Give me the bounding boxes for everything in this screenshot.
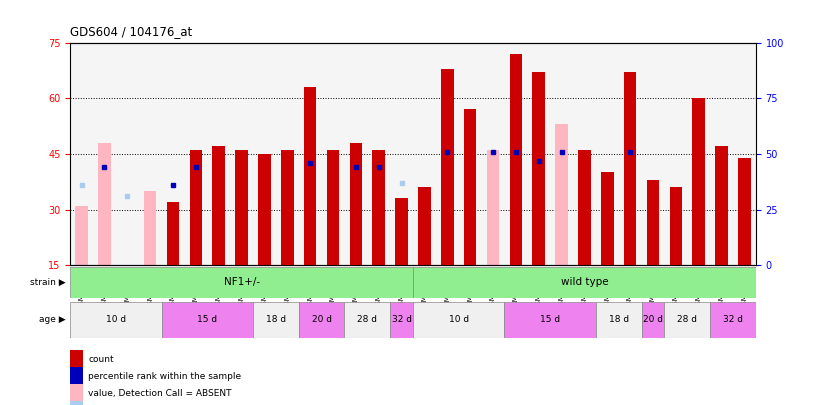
Text: 15 d: 15 d xyxy=(540,315,560,324)
Bar xyxy=(344,302,390,338)
Text: 32 d: 32 d xyxy=(392,315,411,324)
Bar xyxy=(413,267,756,298)
Bar xyxy=(441,68,453,265)
Text: GDS604 / 104176_at: GDS604 / 104176_at xyxy=(70,26,192,38)
Text: strain ▶: strain ▶ xyxy=(31,278,66,287)
Bar xyxy=(167,202,179,265)
Text: 32 d: 32 d xyxy=(723,315,743,324)
Text: NF1+/-: NF1+/- xyxy=(224,277,259,288)
Bar xyxy=(738,158,751,265)
Bar xyxy=(144,191,156,265)
Bar xyxy=(715,147,728,265)
Bar xyxy=(212,147,225,265)
Bar xyxy=(70,384,83,403)
Text: 20 d: 20 d xyxy=(311,315,331,324)
Bar xyxy=(413,302,505,338)
Text: 18 d: 18 d xyxy=(266,315,286,324)
Bar xyxy=(505,302,596,338)
Bar xyxy=(349,143,362,265)
Bar xyxy=(533,72,545,265)
Bar xyxy=(510,54,522,265)
Bar xyxy=(596,302,642,338)
Bar xyxy=(70,401,83,405)
Bar xyxy=(162,302,253,338)
Bar xyxy=(281,150,293,265)
Bar xyxy=(396,198,408,265)
Bar xyxy=(75,206,88,265)
Text: count: count xyxy=(88,355,114,364)
Bar xyxy=(373,150,385,265)
Bar xyxy=(578,150,591,265)
Text: percentile rank within the sample: percentile rank within the sample xyxy=(88,372,241,381)
Text: 10 d: 10 d xyxy=(449,315,469,324)
Bar xyxy=(692,98,705,265)
Bar xyxy=(70,367,83,386)
Text: wild type: wild type xyxy=(561,277,608,288)
Bar xyxy=(98,143,111,265)
Bar xyxy=(418,187,430,265)
Text: value, Detection Call = ABSENT: value, Detection Call = ABSENT xyxy=(88,389,231,398)
Bar xyxy=(624,72,636,265)
Bar xyxy=(70,350,83,369)
Bar xyxy=(601,173,614,265)
Bar xyxy=(642,302,664,338)
Bar xyxy=(70,267,413,298)
Bar xyxy=(253,302,299,338)
Text: 10 d: 10 d xyxy=(106,315,126,324)
Text: 28 d: 28 d xyxy=(358,315,377,324)
Bar xyxy=(299,302,344,338)
Bar xyxy=(70,302,162,338)
Bar xyxy=(555,124,567,265)
Bar xyxy=(304,87,316,265)
Bar xyxy=(670,187,682,265)
Text: 20 d: 20 d xyxy=(643,315,663,324)
Bar xyxy=(235,150,248,265)
Bar xyxy=(390,302,413,338)
Bar xyxy=(464,109,477,265)
Text: age ▶: age ▶ xyxy=(40,315,66,324)
Bar xyxy=(259,154,271,265)
Bar xyxy=(327,150,339,265)
Text: 28 d: 28 d xyxy=(677,315,697,324)
Text: 15 d: 15 d xyxy=(197,315,217,324)
Bar xyxy=(710,302,756,338)
Bar xyxy=(190,150,202,265)
Bar xyxy=(487,150,499,265)
Bar xyxy=(647,180,659,265)
Text: 18 d: 18 d xyxy=(609,315,629,324)
Bar xyxy=(664,302,710,338)
